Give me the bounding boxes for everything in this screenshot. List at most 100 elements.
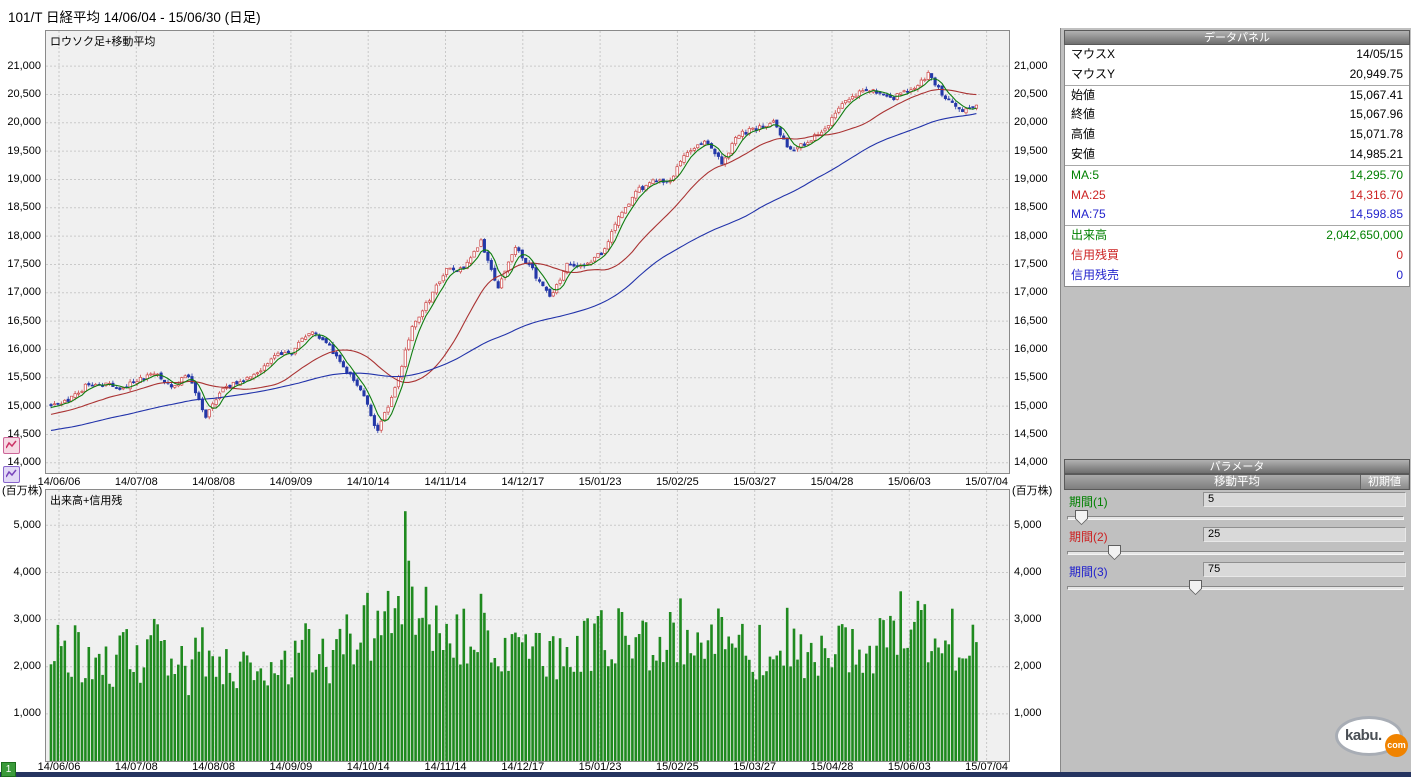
data-panel-row: 高値 15,071.78: [1065, 125, 1409, 145]
slider-thumb[interactable]: [1189, 580, 1202, 595]
price-y-axis-label: 19,000: [7, 172, 41, 185]
data-panel-label: 始値: [1071, 87, 1096, 102]
price-y-axis-label-right: 19,500: [1014, 144, 1048, 157]
period-1-slider[interactable]: [1067, 509, 1404, 525]
period-3-slider[interactable]: [1067, 579, 1404, 595]
volume-y-axis-label-right: 4,000: [1014, 565, 1042, 578]
data-panel-row: 安値 14,985.21: [1065, 144, 1409, 166]
price-x-axis-label: 15/03/27: [733, 476, 777, 488]
price-y-axis-label-right: 17,500: [1014, 257, 1048, 270]
line-chart-icon[interactable]: [3, 437, 20, 454]
volume-y-axis-label: 1,000: [13, 707, 41, 720]
data-panel-value: 14,598.85: [1349, 207, 1403, 222]
data-panel-label: 信用残買: [1071, 247, 1120, 262]
volume-y-axis-label: 3,000: [13, 613, 41, 626]
slider-thumb-face: [1190, 581, 1201, 594]
slider-track[interactable]: [1067, 551, 1404, 555]
slider-track[interactable]: [1067, 586, 1404, 590]
volume-x-axis-label: 15/04/28: [810, 761, 854, 773]
parameter-row: 期間(1) 5: [1063, 492, 1409, 509]
period-2-slider[interactable]: [1067, 544, 1404, 560]
price-y-axis-label-right: 15,000: [1014, 399, 1048, 412]
slider-thumb[interactable]: [1108, 545, 1121, 560]
data-panel-value: 14,295.70: [1349, 167, 1403, 182]
data-panel-row: 信用残買 0: [1065, 245, 1409, 266]
volume-chart-plot[interactable]: 出来高+信用残: [45, 489, 1010, 762]
data-panel-label: マウスX: [1071, 47, 1116, 61]
area-chart-icon[interactable]: [3, 466, 20, 483]
data-panel-rows: マウスX 14/05/15 マウスY 20,949.75 始値 15,067.41 終値 15…: [1064, 45, 1410, 287]
volume-unit-label-left: (百万株): [2, 485, 43, 497]
period-value-field[interactable]: 5: [1203, 492, 1406, 507]
volume-unit-label-right: (百万株): [1012, 485, 1053, 497]
volume-x-axis-label: 14/12/17: [501, 761, 545, 773]
slider-thumb-face: [1076, 511, 1087, 524]
price-x-axis-label: 14/06/06: [37, 476, 81, 488]
volume-x-axis-label: 14/09/09: [269, 761, 313, 773]
data-panel-label: MA:25: [1071, 187, 1106, 202]
volume-x-axis-label: 14/07/08: [114, 761, 158, 773]
page-indicator-button[interactable]: 1: [1, 762, 16, 777]
price-y-axis-label: 21,000: [7, 59, 41, 72]
volume-y-axis-label: 4,000: [13, 565, 41, 578]
data-panel-value: 15,067.96: [1349, 107, 1403, 122]
price-x-axis-label: 14/10/14: [346, 476, 390, 488]
data-panel-value: 20,949.75: [1349, 66, 1403, 81]
price-y-axis-label-right: 20,500: [1014, 87, 1048, 100]
price-y-axis-label-right: 21,000: [1014, 59, 1048, 72]
slider-thumb-face: [1109, 546, 1120, 559]
price-x-axis-label: 14/11/14: [424, 476, 467, 488]
parameter-row: 期間(3) 75: [1063, 562, 1409, 579]
data-panel-value: 2,042,650,000: [1326, 228, 1403, 243]
kabu-com-logo: kabu. com: [1335, 716, 1408, 757]
volume-y-axis-label: 5,000: [13, 518, 41, 531]
moving-average-group-bar: 移動平均 初期値: [1064, 474, 1410, 490]
data-panel-value: 14/05/15: [1356, 47, 1403, 61]
price-x-axis-label: 14/12/17: [501, 476, 545, 488]
price-y-axis-label-right: 17,000: [1014, 286, 1048, 299]
moving-average-group-title: 移動平均: [1214, 476, 1260, 488]
data-panel-value: 0: [1396, 247, 1403, 262]
slider-track[interactable]: [1067, 516, 1404, 520]
data-panel-row: マウスX 14/05/15: [1065, 45, 1409, 65]
price-y-axis-label: 17,000: [7, 286, 41, 299]
data-panel-row: 出来高 2,042,650,000: [1065, 226, 1409, 246]
volume-y-axis-label-right: 2,000: [1014, 660, 1042, 673]
data-panel-header[interactable]: データパネル: [1064, 30, 1410, 45]
period-value-field[interactable]: 25: [1203, 527, 1406, 542]
price-y-axis-label: 17,500: [7, 257, 41, 270]
parameter-label: 期間(1): [1069, 495, 1108, 509]
data-panel-row: MA:25 14,316.70: [1065, 185, 1409, 206]
volume-y-axis-label-right: 1,000: [1014, 707, 1042, 720]
data-panel-row: MA:75 14,598.85: [1065, 205, 1409, 227]
price-y-axis-label-right: 14,500: [1014, 427, 1048, 440]
price-y-axis-label: 16,000: [7, 342, 41, 355]
price-x-axis-label: 15/07/04: [965, 476, 1009, 488]
price-y-axis-label: 20,000: [7, 116, 41, 129]
price-chart-plot[interactable]: ロウソク足+移動平均: [45, 30, 1010, 474]
volume-x-axis-label: 15/02/25: [655, 761, 699, 773]
reset-defaults-button[interactable]: 初期値: [1360, 475, 1408, 489]
data-panel-value: 14,316.70: [1349, 187, 1403, 202]
data-panel-label: MA:75: [1071, 207, 1106, 222]
volume-x-axis-label: 15/01/23: [578, 761, 622, 773]
volume-x-axis-label: 15/07/04: [965, 761, 1009, 773]
parameter-panel-header[interactable]: パラメータ: [1064, 459, 1410, 474]
price-x-axis-label: 15/01/23: [578, 476, 622, 488]
price-y-axis-label-right: 15,500: [1014, 371, 1048, 384]
price-y-axis-label: 15,500: [7, 371, 41, 384]
price-y-axis-label: 14,000: [7, 456, 41, 469]
volume-x-axis-label: 14/11/14: [424, 761, 467, 773]
price-y-axis-label: 15,000: [7, 399, 41, 412]
parameter-row: 期間(2) 25: [1063, 527, 1409, 544]
data-panel-label: 安値: [1071, 146, 1096, 161]
volume-y-axis-label: 2,000: [13, 660, 41, 673]
data-panel-label: 高値: [1071, 127, 1096, 142]
price-y-axis-label: 20,500: [7, 87, 41, 100]
price-x-axis-label: 15/02/25: [655, 476, 699, 488]
slider-thumb[interactable]: [1075, 510, 1088, 525]
price-y-axis-label-right: 16,000: [1014, 342, 1048, 355]
period-value-field[interactable]: 75: [1203, 562, 1406, 577]
volume-x-axis-label: 14/10/14: [346, 761, 390, 773]
price-y-axis-label-right: 19,000: [1014, 172, 1048, 185]
